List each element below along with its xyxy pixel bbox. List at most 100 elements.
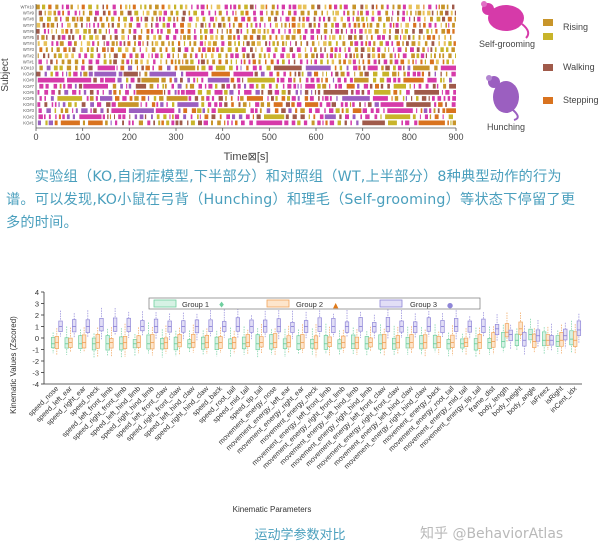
behavior-segment: [55, 114, 57, 120]
behavior-segment: [288, 22, 290, 28]
behavior-segment: [380, 102, 404, 107]
behavior-segment: [205, 22, 207, 28]
behavior-segment: [329, 53, 333, 59]
behavior-segment: [74, 102, 77, 107]
behavior-segment: [98, 29, 102, 34]
behavior-segment: [227, 35, 232, 40]
behavior-segment: [366, 35, 368, 40]
behavior-segment: [170, 10, 173, 16]
behavior-segment: [321, 10, 323, 16]
behavior-segment: [334, 83, 338, 89]
behavior-segment: [297, 29, 301, 34]
behavior-segment: [402, 41, 404, 46]
behavior-segment: [338, 53, 341, 59]
behavior-segment: [142, 10, 144, 16]
behavior-segment: [132, 4, 136, 10]
behavior-segment: [274, 90, 280, 95]
behavior-segment: [314, 47, 317, 52]
behavior-segment: [210, 35, 214, 40]
box-body: [327, 336, 332, 348]
behavior-segment: [38, 10, 42, 16]
behavior-segment: [68, 71, 72, 77]
behavior-segment: [395, 22, 399, 28]
behavior-segment: [136, 16, 139, 22]
behavior-segment: [346, 83, 355, 89]
behavior-segment: [36, 71, 41, 77]
behavior-segment: [294, 71, 297, 77]
behavior-segment: [354, 47, 359, 52]
behavior-segment: [276, 59, 279, 65]
behavior-segment: [352, 4, 356, 10]
behavior-segment: [371, 4, 374, 10]
behavior-segment: [65, 29, 69, 34]
box-body: [323, 335, 329, 350]
behavior-segment: [37, 41, 40, 46]
behavior-segment: [51, 47, 53, 52]
behavior-segment: [230, 53, 234, 59]
behavior-segment: [202, 47, 206, 52]
ethogram-y-label: Subject: [0, 58, 11, 92]
behavior-segment: [154, 53, 159, 59]
behavior-segment: [261, 83, 265, 89]
behavior-segment: [51, 35, 55, 40]
behavior-segment: [160, 53, 163, 59]
behavior-segment: [81, 108, 88, 113]
behavior-segment: [164, 90, 166, 95]
behavior-segment: [60, 16, 62, 22]
behavior-segment: [168, 41, 170, 46]
subject-label: KO#7: [23, 84, 34, 89]
behavior-segment: [42, 22, 46, 28]
behavior-segment: [224, 4, 228, 10]
ethogram-x-tick-label: 600: [308, 132, 323, 142]
behavior-segment: [410, 47, 414, 52]
behavior-segment: [401, 120, 403, 126]
box-body: [473, 338, 479, 351]
behavior-segment: [311, 120, 315, 126]
behavior-segment: [167, 4, 171, 10]
box-body: [191, 334, 196, 348]
behavior-segment: [370, 35, 373, 40]
behavior-segment: [383, 108, 385, 113]
behavior-segment: [240, 29, 243, 34]
behavior-segment: [94, 71, 117, 77]
behavior-segment: [337, 77, 341, 83]
behavior-segment: [259, 10, 263, 16]
behavior-segment: [365, 10, 369, 16]
box-body: [344, 321, 350, 333]
box-body: [494, 324, 500, 336]
behavior-segment: [350, 29, 353, 34]
behavior-segment: [332, 35, 336, 40]
behavior-segment: [320, 35, 322, 40]
behavior-segment: [66, 4, 70, 10]
behavior-segment: [230, 4, 232, 10]
behavior-segment: [416, 53, 420, 59]
behavior-segment: [424, 59, 426, 65]
behavior-segment: [128, 108, 154, 113]
behavior-segment: [356, 53, 359, 59]
behavior-segment: [179, 120, 183, 126]
behavior-segment: [367, 65, 378, 71]
behavior-segment: [56, 59, 58, 65]
behavior-segment: [300, 10, 305, 16]
behavior-segment: [285, 41, 287, 46]
behavior-segment: [412, 35, 415, 40]
behavior-segment: [351, 90, 354, 95]
box-body: [300, 334, 305, 349]
behavior-segment: [125, 90, 129, 95]
behavior-segment: [80, 41, 83, 46]
behavior-segment: [393, 65, 396, 71]
behavior-segment: [402, 10, 405, 16]
behavior-segment: [63, 83, 66, 89]
behavior-segment: [298, 53, 302, 59]
hunching-label: Hunching: [487, 122, 525, 132]
behavior-segment: [197, 114, 199, 120]
behavior-segment: [39, 96, 42, 101]
behavior-segment: [288, 59, 290, 65]
behavior-segment: [292, 53, 296, 59]
behavior-segment: [282, 83, 285, 89]
box-body: [245, 334, 250, 348]
behavior-segment: [445, 71, 448, 77]
behavior-segment: [338, 83, 342, 89]
behavior-segment: [155, 108, 175, 113]
behavior-segment: [159, 47, 162, 52]
